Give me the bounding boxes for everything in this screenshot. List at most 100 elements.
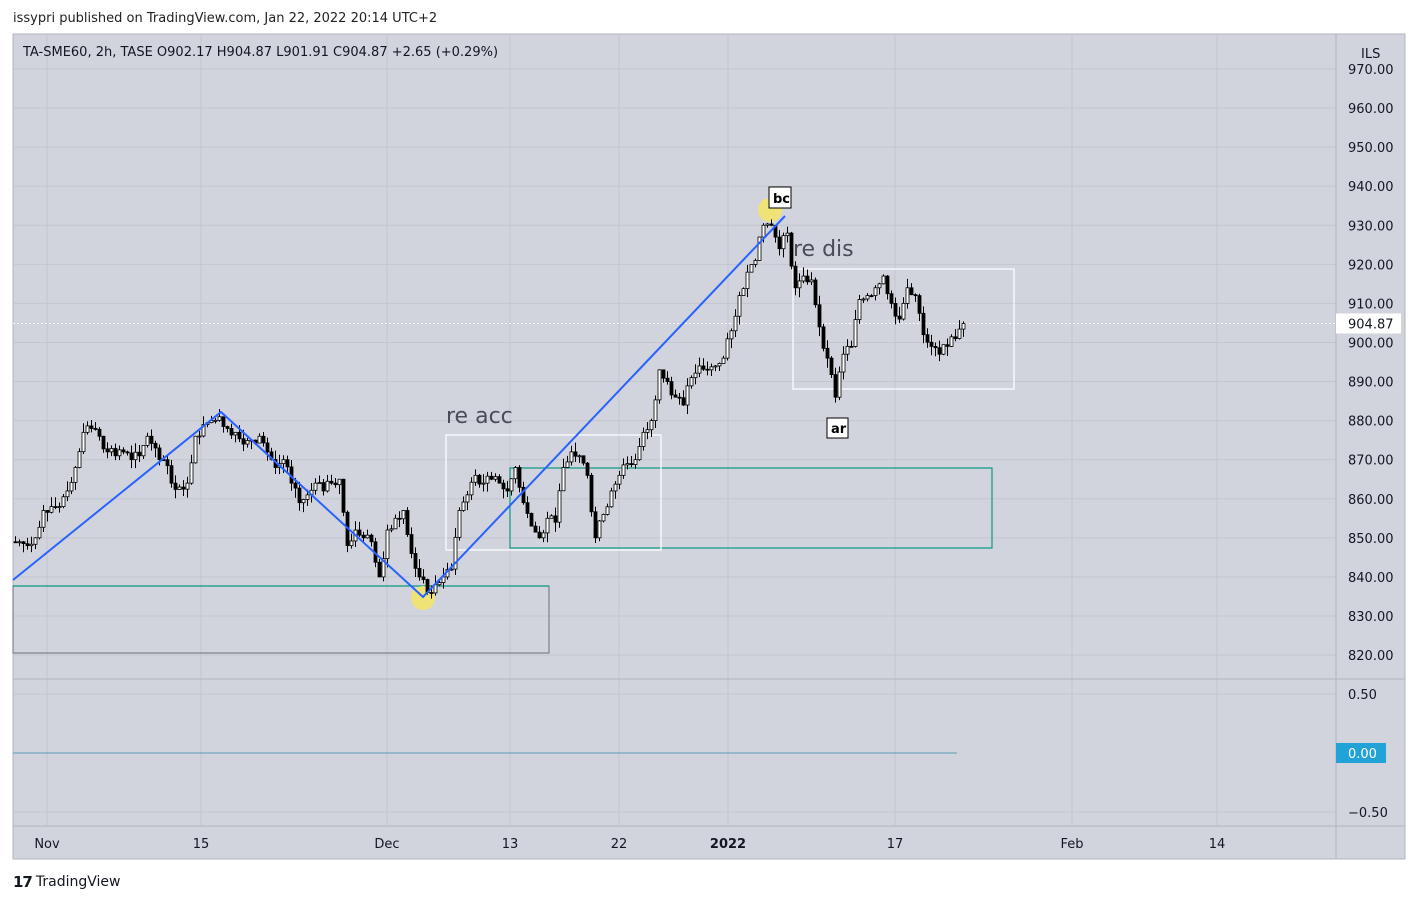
candle-down	[497, 476, 502, 484]
candle-up	[605, 506, 610, 515]
time-tick-label: 15	[193, 837, 210, 852]
re-acc-range-box	[445, 434, 662, 551]
candle-down	[369, 534, 374, 543]
candle-up	[473, 474, 478, 483]
candle-up	[685, 385, 690, 406]
candle-up	[145, 435, 150, 446]
footer-brand: TradingView	[35, 874, 121, 890]
time-tick-label: 22	[611, 837, 628, 852]
candle-up	[69, 481, 74, 492]
candle-down	[321, 482, 326, 492]
last-price-badge	[1336, 313, 1401, 334]
candle-up	[857, 299, 862, 320]
candle-up	[57, 506, 62, 508]
candle-down	[829, 357, 834, 376]
tradingview-footer[interactable]: 17 TradingView	[13, 873, 120, 891]
candle-up	[809, 279, 814, 283]
re-dis-label: re dis	[793, 237, 854, 262]
candle-up	[941, 344, 946, 355]
candle-up	[41, 510, 46, 528]
candle-up	[613, 483, 618, 492]
candle-up	[861, 298, 866, 301]
ar-label: ar	[831, 422, 847, 437]
price-tick-label: 820.00	[1348, 649, 1394, 664]
candle-up	[141, 444, 146, 457]
candle-up	[17, 541, 22, 544]
candle-down	[157, 447, 162, 461]
candle-down	[669, 381, 674, 396]
candle-up	[881, 275, 886, 285]
candle-up	[305, 494, 310, 500]
price-tick-label: 910.00	[1348, 297, 1394, 312]
candle-up	[453, 536, 458, 570]
publisher-line: issypri published on TradingView.com, Ja…	[13, 11, 438, 26]
price-tick-label: 870.00	[1348, 454, 1394, 469]
candle-down	[333, 482, 338, 486]
candle-down	[805, 275, 810, 283]
bc-label-box	[768, 186, 792, 209]
candle-up	[725, 338, 730, 359]
indicator-value-label: 0.00	[1348, 747, 1377, 762]
candle-down	[885, 275, 890, 295]
candle-up	[689, 377, 694, 387]
candle-down	[909, 287, 914, 296]
candle-down	[573, 451, 578, 457]
candle-down	[229, 428, 234, 436]
candle-up	[561, 467, 566, 492]
candle-up	[557, 490, 562, 523]
candle-down	[701, 365, 706, 370]
candle-up	[641, 431, 646, 447]
candle-up	[461, 501, 466, 511]
candle-down	[105, 448, 110, 453]
candle-up	[233, 431, 238, 436]
candle-up	[441, 576, 446, 583]
candle-up	[853, 319, 858, 347]
candle-up	[797, 280, 802, 289]
candle-up	[65, 490, 70, 498]
candle-down	[953, 336, 958, 339]
price-tick-label: 940.00	[1348, 180, 1394, 195]
candle-up	[957, 328, 962, 339]
candle-down	[705, 368, 710, 371]
candle-up	[865, 295, 870, 300]
candle-down	[137, 451, 142, 457]
candle-up	[733, 315, 738, 332]
candle-up	[545, 517, 550, 534]
price-tick-label: 860.00	[1348, 493, 1394, 508]
candle-up	[509, 478, 514, 492]
candle-down	[329, 480, 334, 484]
candle-up	[901, 303, 906, 320]
candle-down	[125, 451, 130, 454]
candle-down	[417, 567, 422, 578]
candle-down	[521, 486, 526, 504]
price-tick-label: 970.00	[1348, 63, 1394, 78]
candle-down	[585, 462, 590, 476]
candle-up	[949, 336, 954, 347]
candle-down	[477, 474, 482, 485]
candle-up	[85, 425, 90, 433]
candle-up	[845, 345, 850, 355]
candle-up	[693, 372, 698, 379]
candle-down	[297, 487, 302, 504]
time-tick-label: 14	[1209, 837, 1226, 852]
candle-up	[493, 476, 498, 480]
candle-up	[653, 399, 658, 422]
candle-down	[409, 534, 414, 554]
candle-up	[801, 275, 806, 282]
candle-down	[893, 303, 898, 317]
candle-up	[437, 582, 442, 586]
candle-down	[517, 467, 522, 488]
candle-down	[241, 438, 246, 445]
candle-up	[77, 451, 82, 468]
candle-up	[257, 435, 262, 444]
candle-up	[837, 371, 842, 398]
candle-up	[401, 510, 406, 520]
candle-up	[197, 435, 202, 438]
time-tick-label: Dec	[374, 837, 399, 852]
indicator-value-badge	[1336, 743, 1386, 763]
price-tick-label: 950.00	[1348, 141, 1394, 156]
trendline	[12, 215, 786, 599]
candle-down	[53, 506, 58, 508]
candle-down	[413, 553, 418, 569]
